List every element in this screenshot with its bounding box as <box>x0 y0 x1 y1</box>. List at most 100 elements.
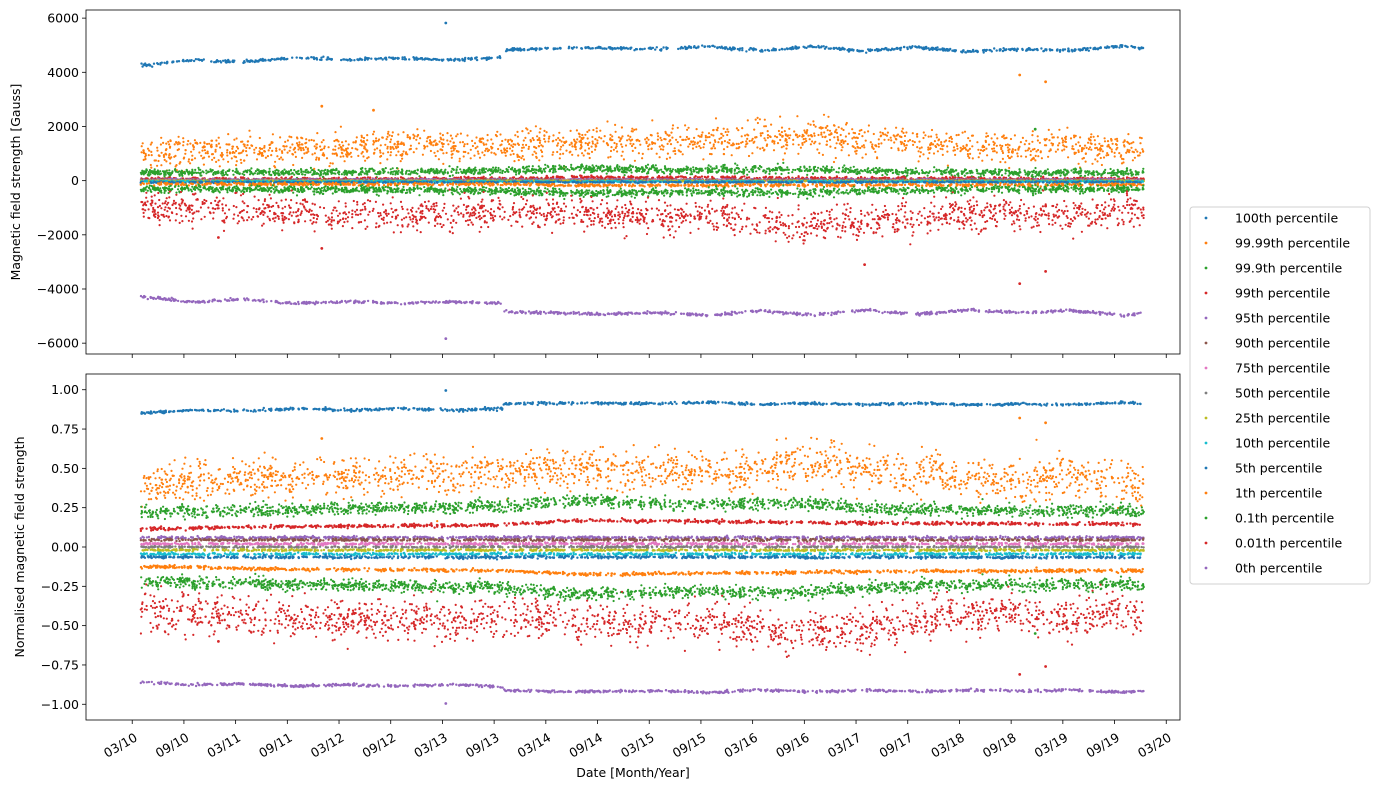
data-point <box>295 156 297 158</box>
data-point <box>430 59 432 61</box>
data-point <box>606 143 608 145</box>
data-point <box>712 134 714 136</box>
data-point <box>876 49 878 51</box>
data-point <box>191 159 193 161</box>
data-point <box>792 143 794 145</box>
data-point <box>845 123 847 125</box>
data-point <box>825 46 827 48</box>
data-point <box>296 56 298 58</box>
data-point <box>293 169 295 171</box>
data-point <box>879 167 881 169</box>
data-point <box>646 142 648 144</box>
data-point <box>751 152 753 154</box>
data-point <box>709 153 711 155</box>
data-point <box>742 173 744 175</box>
data-point <box>544 171 546 173</box>
data-point <box>581 48 583 50</box>
data-point <box>893 141 895 143</box>
data-point <box>1139 152 1141 154</box>
data-point <box>854 147 856 149</box>
data-point <box>820 134 822 136</box>
data-point <box>1087 142 1089 144</box>
data-point <box>827 129 829 131</box>
data-point <box>446 132 448 134</box>
data-point <box>956 145 958 147</box>
data-point <box>537 139 539 141</box>
data-point <box>1001 174 1003 176</box>
data-point <box>848 154 850 156</box>
data-point <box>672 150 674 152</box>
data-point <box>207 171 209 173</box>
data-point <box>466 134 468 136</box>
data-point <box>1088 148 1090 150</box>
data-point <box>548 140 550 142</box>
data-point <box>1131 171 1133 173</box>
data-point <box>477 153 479 155</box>
data-point <box>282 159 284 161</box>
data-point <box>643 170 645 172</box>
data-point <box>325 172 327 174</box>
data-point <box>1045 170 1047 172</box>
data-point <box>749 140 751 142</box>
data-point <box>807 135 809 137</box>
data-point <box>476 59 478 61</box>
data-point <box>321 170 323 172</box>
data-point <box>426 145 428 147</box>
data-point <box>1005 170 1007 172</box>
data-point <box>433 141 435 143</box>
data-point <box>276 58 278 60</box>
data-point <box>1042 176 1044 178</box>
data-point <box>318 169 320 171</box>
data-point <box>174 143 176 145</box>
data-point <box>1008 151 1010 153</box>
data-point <box>182 144 184 146</box>
data-point <box>1088 50 1090 52</box>
data-point <box>236 137 238 139</box>
data-point <box>273 172 275 174</box>
data-point <box>395 154 397 156</box>
data-point <box>1019 170 1021 172</box>
data-point <box>1141 148 1143 150</box>
data-point <box>462 171 464 173</box>
data-point <box>510 154 512 156</box>
data-point <box>1084 175 1086 177</box>
data-point <box>679 136 681 138</box>
data-point <box>934 145 936 147</box>
data-point <box>1000 147 1002 149</box>
data-point <box>393 143 395 145</box>
data-point <box>1089 47 1091 49</box>
data-point <box>769 170 771 172</box>
data-point <box>982 150 984 152</box>
data-point <box>1142 172 1144 174</box>
data-point <box>967 155 969 157</box>
data-point <box>400 154 402 156</box>
data-point <box>565 150 567 152</box>
data-point <box>334 145 336 147</box>
data-point <box>453 142 455 144</box>
data-point <box>327 58 329 60</box>
data-point <box>738 171 740 173</box>
data-point <box>322 152 324 154</box>
data-point <box>409 148 411 150</box>
data-point <box>654 142 656 144</box>
data-point <box>145 171 147 173</box>
data-point <box>472 168 474 170</box>
data-point <box>712 129 714 131</box>
data-point <box>967 153 969 155</box>
data-point <box>278 158 280 160</box>
data-point <box>244 61 246 63</box>
data-point <box>281 58 283 60</box>
data-point <box>1114 45 1116 47</box>
data-point <box>150 143 152 145</box>
data-point <box>361 59 363 61</box>
data-point <box>961 149 963 151</box>
data-point <box>791 171 793 173</box>
data-point <box>556 175 558 177</box>
data-point <box>841 146 843 148</box>
data-point <box>450 147 452 149</box>
data-point <box>1136 173 1138 175</box>
data-point <box>186 59 188 61</box>
data-point <box>366 173 368 175</box>
data-point <box>746 169 748 171</box>
data-point <box>985 140 987 142</box>
